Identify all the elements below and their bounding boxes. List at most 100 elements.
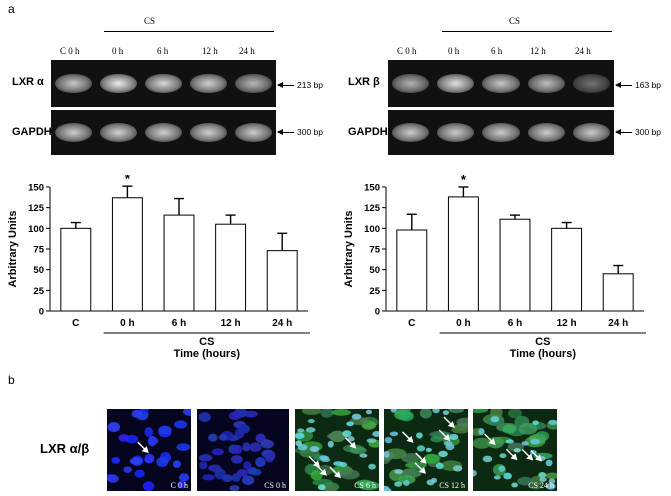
micrograph-image bbox=[473, 409, 557, 491]
cell-cytoplasm bbox=[419, 409, 432, 419]
cell-nucleus bbox=[389, 431, 399, 437]
cell-nucleus bbox=[372, 430, 379, 437]
x-axis-label: Time (hours) bbox=[174, 348, 241, 360]
cell-cytoplasm bbox=[324, 484, 337, 491]
cell-nucleus bbox=[449, 433, 459, 441]
cell-nucleus bbox=[242, 442, 251, 452]
cell-nucleus bbox=[539, 477, 547, 482]
arrow-icon-head bbox=[419, 466, 427, 474]
cell-nucleus bbox=[230, 455, 243, 464]
arrow-icon-head bbox=[526, 453, 534, 461]
cell-nucleus bbox=[327, 440, 334, 448]
gel-right-control-arrow bbox=[615, 129, 632, 135]
cell-nucleus bbox=[453, 465, 463, 472]
arrow-icon-head bbox=[488, 438, 496, 446]
cell-nucleus bbox=[438, 450, 448, 458]
cell-nucleus bbox=[144, 427, 154, 437]
cell-nucleus bbox=[174, 420, 188, 429]
arrow-icon-head bbox=[534, 454, 542, 462]
significance-marker-1: * bbox=[461, 175, 467, 187]
bar-4 bbox=[602, 273, 634, 312]
cell-cytoplasm bbox=[487, 436, 504, 449]
cell-nucleus bbox=[333, 461, 344, 466]
x-tick-label-3: 12 h bbox=[557, 318, 577, 329]
gel-right-cs-header: CS bbox=[509, 16, 521, 26]
cell-nucleus bbox=[297, 428, 305, 433]
cell-nucleus bbox=[172, 460, 181, 468]
cell-nucleus bbox=[134, 469, 145, 478]
gel-left-control-bp: 300 bp bbox=[297, 127, 323, 137]
gel-left-control-band-0 bbox=[55, 123, 92, 142]
cell-nucleus bbox=[403, 480, 410, 487]
y-tick-label: 50 bbox=[33, 265, 44, 276]
cell-cytoplasm bbox=[401, 453, 422, 463]
gel-right-control-band-1 bbox=[437, 123, 475, 142]
gel-right-control-label: GAPDH bbox=[348, 126, 388, 138]
arrow-icon-head bbox=[447, 420, 455, 428]
arrow-icon-head bbox=[443, 434, 451, 442]
micrograph-cs-6h: CS 6 h bbox=[295, 409, 379, 491]
micrograph-image bbox=[197, 409, 289, 491]
cell-nucleus bbox=[250, 468, 262, 476]
gel-right-control-bp: 300 bp bbox=[635, 127, 661, 137]
arrow-icon-head bbox=[334, 471, 342, 479]
cell-nucleus bbox=[236, 469, 248, 477]
cell-nucleus bbox=[548, 478, 556, 484]
cell-nucleus bbox=[442, 410, 450, 416]
cell-nucleus bbox=[435, 462, 444, 470]
cell-nucleus bbox=[178, 473, 190, 482]
y-tick-label: 75 bbox=[33, 245, 44, 256]
gel-left-lane-2: 6 h bbox=[157, 46, 169, 56]
gel-right-lane-2: 6 h bbox=[491, 46, 503, 56]
cell-nucleus bbox=[177, 480, 186, 489]
cell-nucleus bbox=[390, 409, 397, 413]
gel-right-control-band-4 bbox=[572, 123, 610, 142]
cell-cytoplasm bbox=[502, 424, 517, 434]
bar-chart-lxr-alpha: 0 25 50 75 100 125 150 Arbitrary Units C * 0 h 6 h 1… bbox=[7, 175, 310, 360]
y-tick-label: 125 bbox=[364, 203, 381, 214]
cell-cytoplasm bbox=[473, 437, 491, 449]
gel-right-lane-1: 0 h bbox=[448, 46, 460, 56]
gel-right-target-band-0 bbox=[392, 73, 430, 94]
cell-nucleus bbox=[490, 416, 500, 423]
cell-nucleus bbox=[425, 447, 432, 453]
cell-nucleus bbox=[384, 488, 392, 491]
cell-nucleus bbox=[111, 457, 121, 464]
micrograph-image bbox=[384, 409, 468, 491]
gel-right-lane-0: C 0 h bbox=[397, 46, 417, 56]
cell-nucleus bbox=[131, 409, 142, 418]
gel-right-target-arrow bbox=[615, 82, 632, 88]
gel-right-target-band-4 bbox=[572, 73, 610, 94]
y-tick-label: 150 bbox=[28, 183, 44, 194]
arrow-icon-head bbox=[510, 453, 518, 461]
cell-nucleus bbox=[107, 474, 119, 483]
micrograph-cs-0h: CS 0 h bbox=[197, 409, 289, 491]
cell-cytoplasm bbox=[301, 409, 322, 415]
y-tick-label: 0 bbox=[375, 307, 380, 318]
gel-left-target-blot bbox=[51, 60, 276, 107]
cell-nucleus bbox=[255, 456, 266, 468]
cell-nucleus bbox=[208, 433, 218, 442]
gel-left-target-label: LXR α bbox=[12, 76, 44, 88]
bar-3 bbox=[215, 223, 247, 312]
cell-nucleus bbox=[202, 474, 215, 481]
cell-cytoplasm bbox=[331, 409, 351, 416]
gel-left-target-band-2 bbox=[145, 73, 182, 94]
gel-left-lane-3: 12 h bbox=[202, 46, 218, 56]
cell-nucleus bbox=[319, 455, 330, 461]
cell-nucleus bbox=[545, 459, 553, 467]
arrow-icon-head bbox=[406, 435, 414, 443]
cs-group-label: CS bbox=[199, 336, 214, 348]
cell-cytoplasm bbox=[507, 409, 523, 419]
micrograph-image bbox=[107, 409, 191, 491]
gel-left-control-band-1 bbox=[100, 123, 137, 142]
cell-cytoplasm bbox=[339, 469, 360, 480]
gel-right-target-band-3 bbox=[527, 73, 565, 94]
gel-right-control-band-0 bbox=[392, 123, 430, 142]
bar-1 bbox=[111, 197, 143, 312]
cell-cytoplasm bbox=[310, 470, 323, 481]
micrograph-label: CS 0 h bbox=[264, 481, 286, 490]
cell-nucleus bbox=[478, 428, 485, 435]
cell-nucleus bbox=[511, 482, 518, 488]
cell-nucleus bbox=[234, 428, 245, 439]
